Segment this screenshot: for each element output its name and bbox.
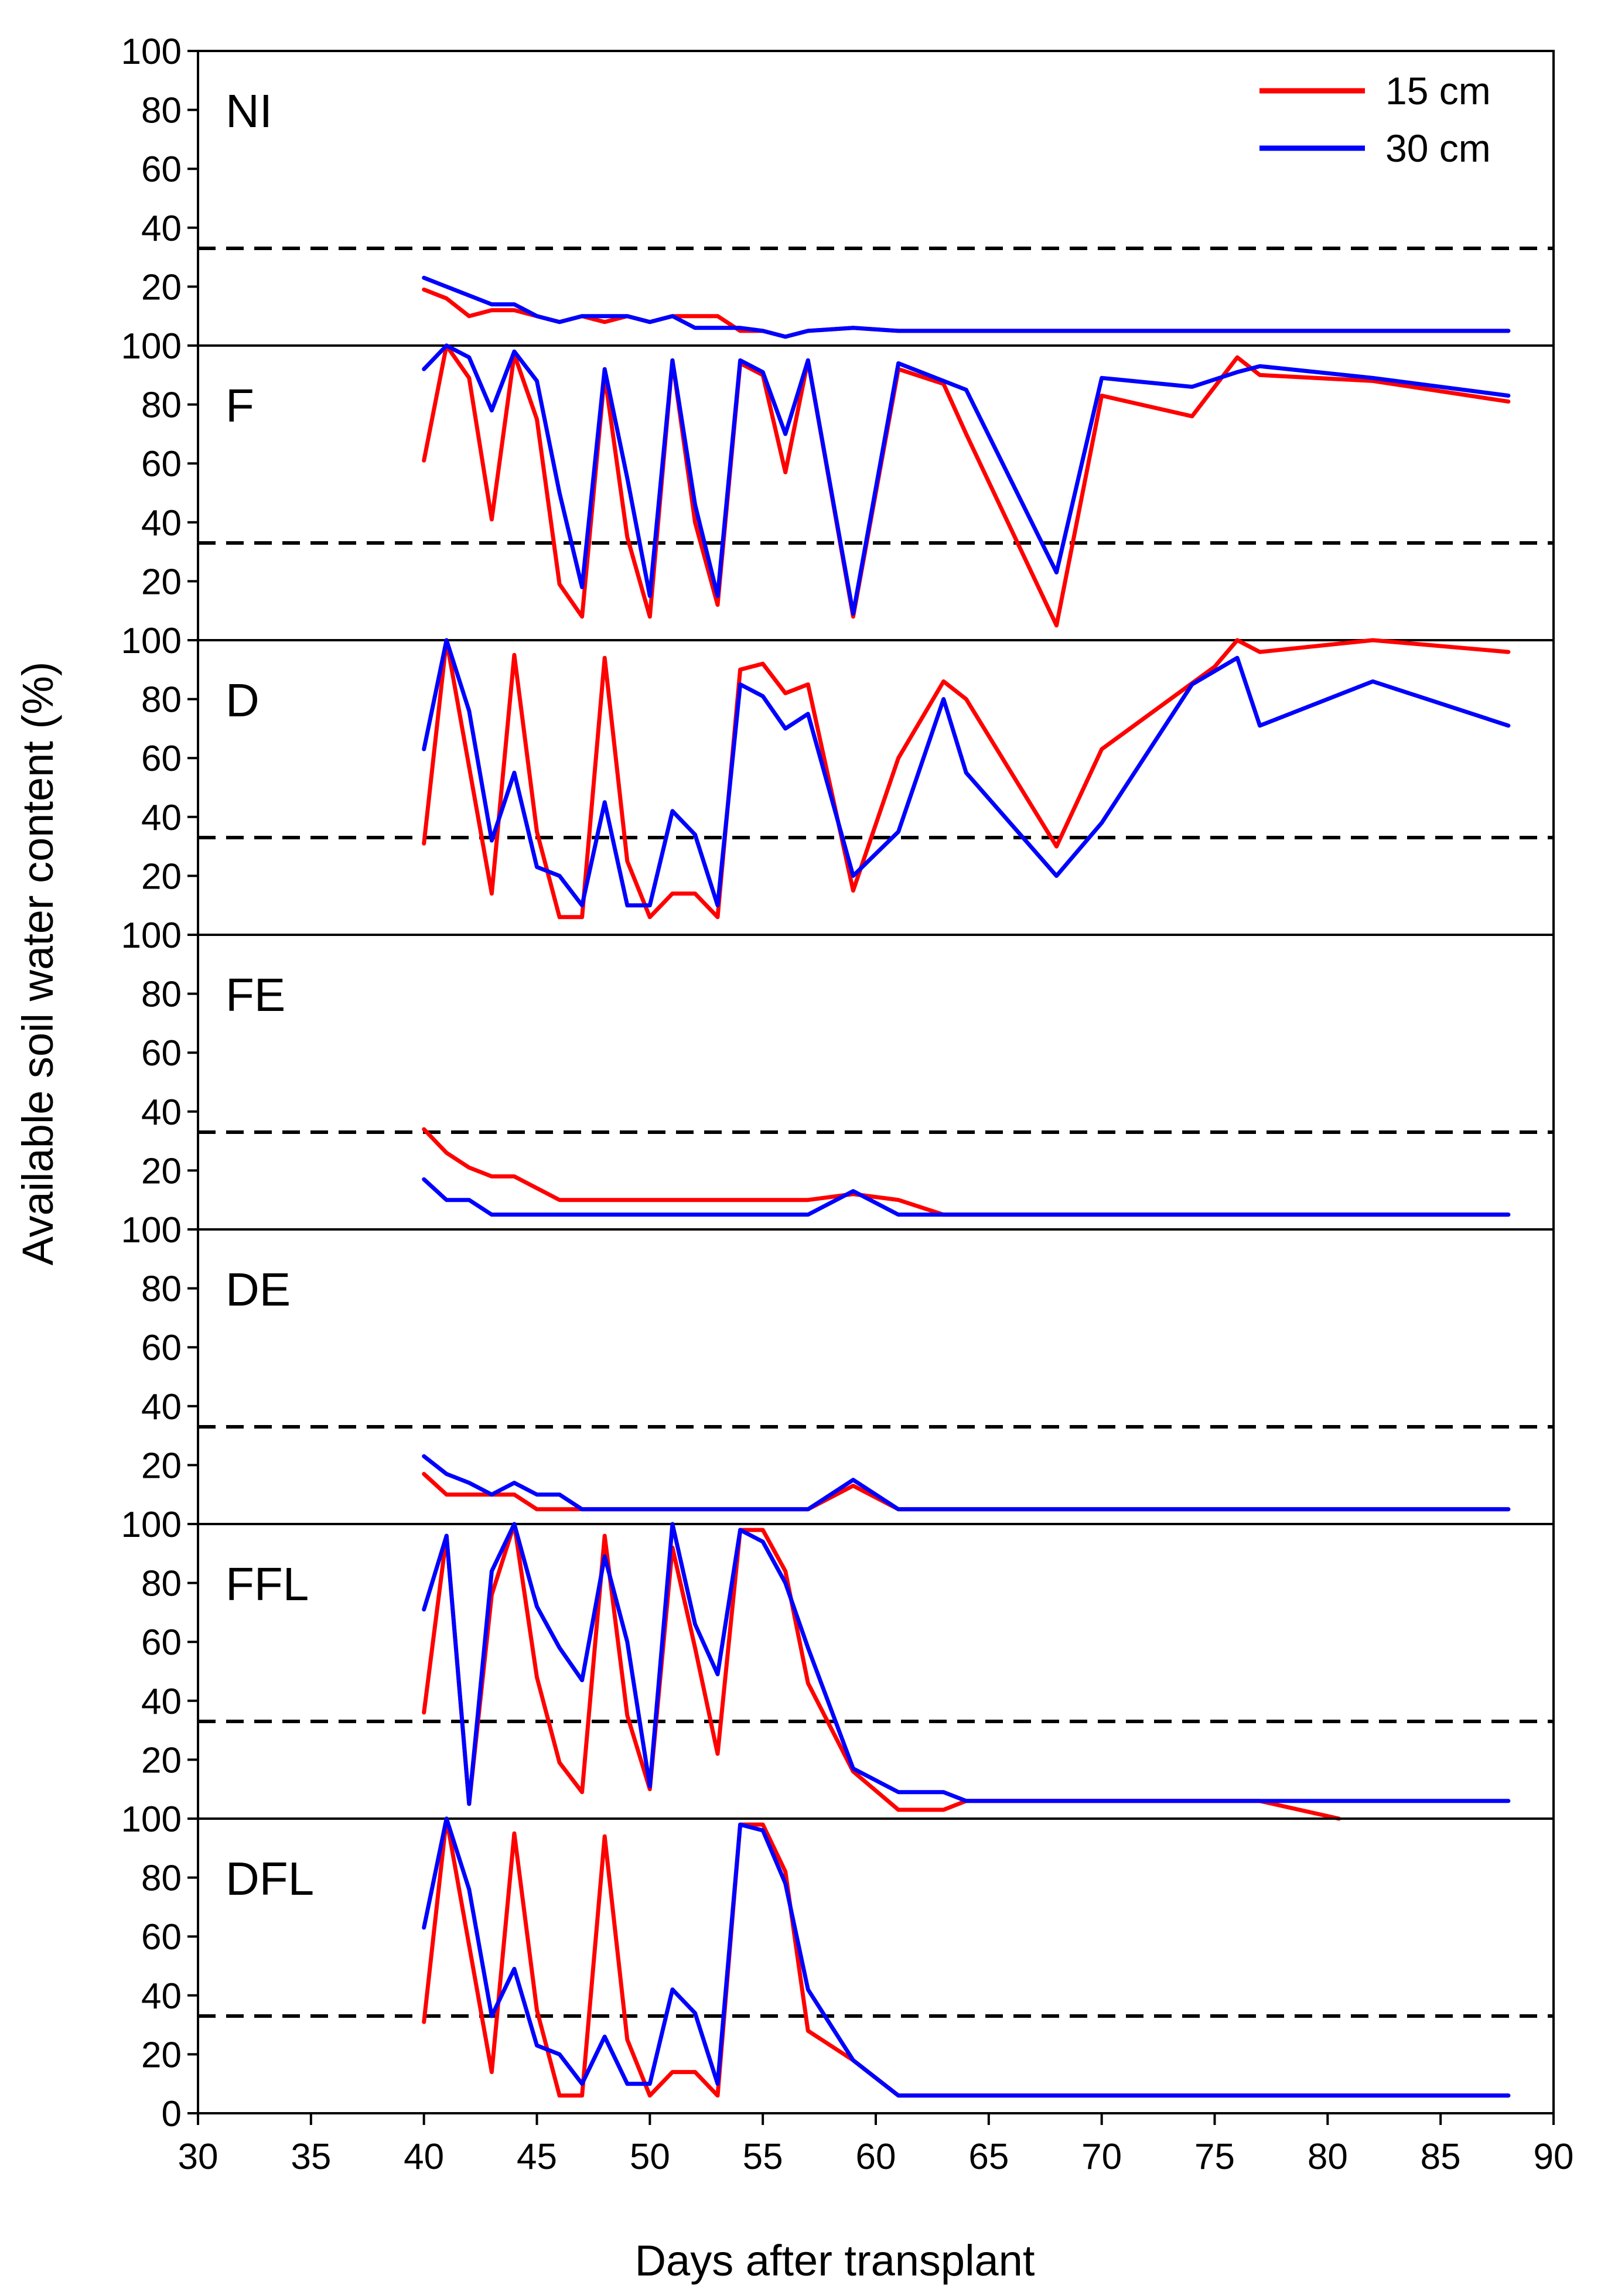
y-tick-label: 80 bbox=[141, 385, 182, 426]
panel-dfl: 0 20 40 60 80 100 DFL bbox=[121, 1799, 1555, 2134]
x-tick-label: 85 bbox=[1421, 2137, 1461, 2177]
y-tick-label: 20 bbox=[141, 1151, 182, 1191]
panel-label-de: DE bbox=[226, 1263, 291, 1316]
y-tick-label: 100 bbox=[121, 1210, 182, 1250]
y-tick-label: 40 bbox=[141, 798, 182, 838]
y-tick-label: 60 bbox=[141, 1917, 182, 1957]
panel-ni: 20 40 60 80 100 NI bbox=[121, 32, 1555, 347]
panel-frame bbox=[197, 1817, 1555, 2114]
x-tick-label: 70 bbox=[1081, 2137, 1122, 2177]
y-axis-title: Available soil water content (%) bbox=[13, 661, 62, 1265]
y-tick-label: 20 bbox=[141, 1446, 182, 1486]
series-f-30cm bbox=[422, 343, 1511, 616]
y-tick-label: 40 bbox=[141, 1387, 182, 1427]
y-tick-label: 80 bbox=[141, 1564, 182, 1604]
x-tick-label: 55 bbox=[743, 2137, 783, 2177]
y-tick-label: 20 bbox=[141, 2035, 182, 2075]
panels-layer: 20 40 60 80 100 NI 20 40 60 80 100 F 20 40 60 80 100 D 20 4… bbox=[121, 32, 1555, 2134]
y-tick-label: 40 bbox=[141, 209, 182, 249]
y-tick-label: 100 bbox=[121, 326, 182, 367]
panel-f: 20 40 60 80 100 F bbox=[121, 326, 1555, 641]
panel-de: 20 40 60 80 100 DE bbox=[121, 1210, 1555, 1525]
y-tick-label: 20 bbox=[141, 1740, 182, 1781]
x-axis: 30 35 40 45 50 55 60 65 70 75 80 85 90 bbox=[178, 2113, 1574, 2177]
panel-frame bbox=[197, 934, 1555, 1231]
y-tick-label: 60 bbox=[141, 149, 182, 190]
panel-label-ni: NI bbox=[226, 85, 272, 137]
y-tick-label: 60 bbox=[141, 444, 182, 484]
series-dfl-30cm bbox=[422, 1816, 1511, 2098]
legend-label-30cm: 30 cm bbox=[1385, 127, 1491, 170]
x-tick-label: 30 bbox=[178, 2137, 219, 2177]
series-de-15cm bbox=[422, 1472, 1511, 1512]
y-tick-label: 20 bbox=[141, 267, 182, 308]
y-tick-label: 60 bbox=[141, 1033, 182, 1074]
series-f-15cm bbox=[422, 343, 1511, 628]
panel-frame bbox=[197, 1523, 1555, 1820]
x-tick-label: 80 bbox=[1308, 2137, 1348, 2177]
x-tick-label: 60 bbox=[856, 2137, 896, 2177]
legend-label-15cm: 15 cm bbox=[1385, 69, 1491, 112]
y-tick-label: 100 bbox=[121, 32, 182, 72]
series-dfl-15cm bbox=[422, 1816, 1511, 2098]
panel-label-f: F bbox=[226, 380, 254, 432]
y-tick-label: 100 bbox=[121, 915, 182, 956]
series-ffl-15cm bbox=[422, 1522, 1341, 1821]
y-tick-label: 60 bbox=[141, 1622, 182, 1663]
series-d-15cm bbox=[422, 638, 1511, 920]
panel-label-dfl: DFL bbox=[226, 1853, 314, 1905]
series-ffl-30cm bbox=[422, 1522, 1511, 1806]
panel-fe: 20 40 60 80 100 FE bbox=[121, 915, 1555, 1231]
y-tick-label: 20 bbox=[141, 856, 182, 897]
y-tick-label: 80 bbox=[141, 91, 182, 131]
x-tick-label: 45 bbox=[517, 2137, 557, 2177]
y-tick-label: 60 bbox=[141, 1328, 182, 1368]
y-tick-label: 80 bbox=[141, 1858, 182, 1899]
x-axis-title: Days after transplant bbox=[635, 2236, 1035, 2285]
y-tick-label: 80 bbox=[141, 1269, 182, 1310]
y-tick-label: 100 bbox=[121, 621, 182, 661]
y-tick-label: 80 bbox=[141, 975, 182, 1015]
legend: 15 cm 30 cm bbox=[1259, 69, 1491, 170]
panel-frame bbox=[197, 639, 1555, 936]
x-tick-label: 75 bbox=[1194, 2137, 1235, 2177]
series-ni-30cm bbox=[422, 275, 1511, 339]
panel-d: 20 40 60 80 100 D bbox=[121, 621, 1555, 936]
panel-frame bbox=[197, 50, 1555, 347]
series-de-30cm bbox=[422, 1454, 1511, 1512]
series-d-30cm bbox=[422, 638, 1511, 908]
panel-ffl: 20 40 60 80 100 FFL bbox=[121, 1505, 1555, 1821]
y-tick-label: 100 bbox=[121, 1505, 182, 1545]
panel-frame bbox=[197, 1228, 1555, 1525]
panel-label-ffl: FFL bbox=[226, 1558, 309, 1610]
y-tick-label: 20 bbox=[141, 562, 182, 602]
series-fe-15cm bbox=[422, 1127, 1511, 1217]
y-tick-label: 80 bbox=[141, 680, 182, 720]
x-tick-label: 35 bbox=[291, 2137, 331, 2177]
series-fe-30cm bbox=[422, 1177, 1511, 1217]
y-tick-label: 40 bbox=[141, 1976, 182, 2017]
x-tick-label: 40 bbox=[404, 2137, 444, 2177]
x-tick-label: 90 bbox=[1534, 2137, 1574, 2177]
y-tick-label: 100 bbox=[121, 1799, 182, 1840]
y-tick-label: 0 bbox=[162, 2094, 182, 2134]
x-tick-label: 50 bbox=[630, 2137, 670, 2177]
panel-label-d: D bbox=[226, 674, 260, 726]
panel-label-fe: FE bbox=[226, 969, 285, 1021]
y-tick-label: 40 bbox=[141, 503, 182, 544]
y-tick-label: 60 bbox=[141, 739, 182, 779]
y-tick-label: 40 bbox=[141, 1682, 182, 1722]
x-tick-label: 65 bbox=[968, 2137, 1009, 2177]
y-tick-label: 40 bbox=[141, 1092, 182, 1133]
